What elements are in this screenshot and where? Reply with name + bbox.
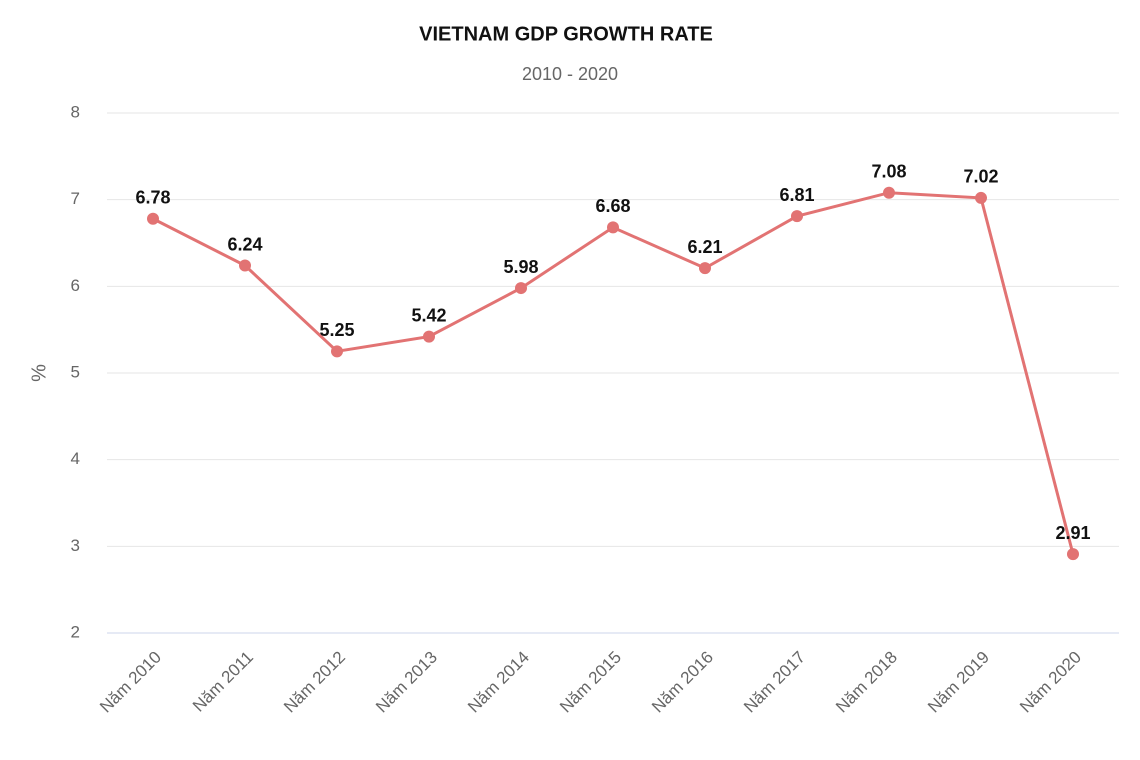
chart-subtitle: 2010 - 2020 [522,64,618,84]
point [147,212,159,225]
y-tick-label: 6 [71,276,80,295]
x-tick-label: Năm 2016 [648,648,717,717]
chart-title: VIETNAM GDP GROWTH RATE [419,23,713,45]
point [699,262,711,275]
value-label: 5.98 [503,257,538,277]
value-label: 6.21 [687,237,722,257]
point [423,330,435,343]
point [883,186,895,199]
y-tick-label: 4 [71,449,80,468]
x-tick-label: Năm 2010 [96,648,165,717]
y-tick-label: 3 [71,536,80,555]
x-tick-label: Năm 2020 [1016,648,1085,717]
point [791,210,803,223]
x-tick-label: Năm 2018 [832,648,901,717]
x-tick-label: Năm 2019 [924,648,993,717]
value-label: 6.68 [595,196,630,216]
point [975,191,987,204]
value-label: 6.81 [779,185,814,205]
y-tick-label: 7 [71,189,80,208]
value-label: 5.25 [319,320,354,340]
point [331,345,343,358]
value-label: 5.42 [411,305,446,325]
x-tick-label: Năm 2017 [740,648,809,717]
value-label: 6.24 [227,234,262,254]
point [607,221,619,234]
y-axis-label: % [28,364,50,382]
x-tick-label: Năm 2011 [189,648,257,716]
x-tick-label: Năm 2015 [556,648,625,717]
x-tick-label: Năm 2012 [280,648,349,717]
x-tick-label: Năm 2014 [464,648,533,717]
point [239,259,251,272]
value-label: 7.02 [963,167,998,187]
y-tick-label: 2 [71,622,80,641]
point [1067,548,1079,561]
x-tick-label: Năm 2013 [372,648,441,717]
value-label: 7.08 [871,161,906,181]
value-label: 2.91 [1055,523,1090,543]
y-tick-label: 8 [71,102,80,121]
point [515,282,527,295]
value-label: 6.78 [135,187,170,207]
y-tick-label: 5 [71,362,80,381]
